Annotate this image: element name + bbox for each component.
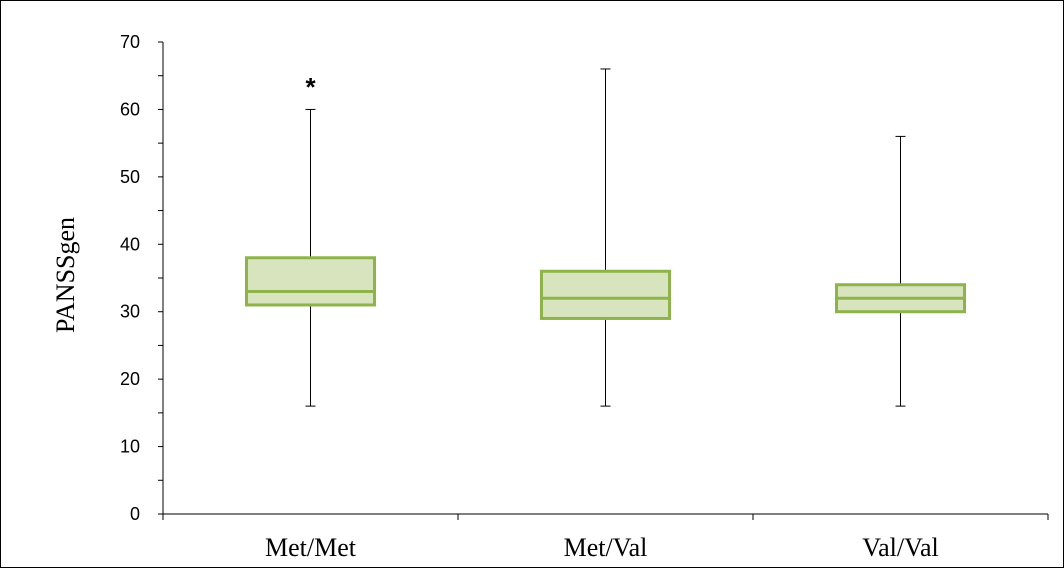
iqr-box bbox=[245, 256, 376, 307]
x-category-label: Met/Val bbox=[564, 533, 648, 562]
y-tick-label: 50 bbox=[120, 167, 140, 187]
y-tick-label: 0 bbox=[130, 504, 140, 524]
iqr-box bbox=[540, 269, 671, 320]
significance-annotation: * bbox=[305, 72, 316, 102]
x-category-label: Met/Met bbox=[265, 533, 357, 562]
y-tick-label: 70 bbox=[120, 32, 140, 52]
y-tick-label: 30 bbox=[120, 302, 140, 322]
y-tick-label: 60 bbox=[120, 99, 140, 119]
y-axis-label: PANSSgen bbox=[51, 217, 80, 333]
box-group-met-met bbox=[245, 108, 376, 407]
x-category-label: Val/Val bbox=[862, 533, 939, 562]
box-group-met-val bbox=[540, 68, 671, 407]
y-tick-label: 20 bbox=[120, 369, 140, 389]
y-tick-label: 40 bbox=[120, 234, 140, 254]
box-group-val-val bbox=[835, 135, 966, 407]
y-tick-label: 10 bbox=[120, 437, 140, 457]
